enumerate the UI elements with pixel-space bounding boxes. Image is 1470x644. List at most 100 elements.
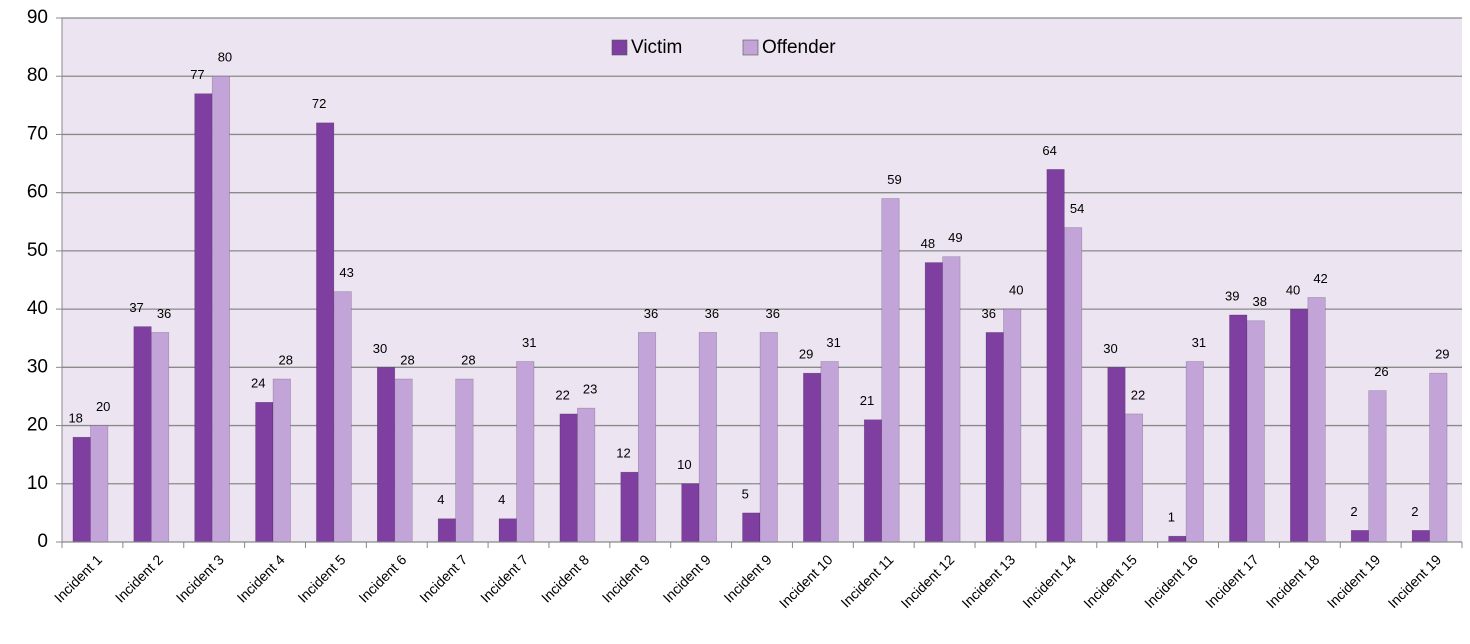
value-label: 40 — [1286, 283, 1300, 298]
value-label: 36 — [981, 306, 995, 321]
value-label: 48 — [921, 236, 935, 251]
x-tick-label: Incident 9 — [660, 551, 714, 605]
value-label: 64 — [1042, 143, 1056, 158]
bar — [211, 75, 230, 543]
x-tick-label: Incident 10 — [776, 551, 836, 611]
y-tick-label: 30 — [27, 356, 48, 377]
value-label: 43 — [339, 265, 353, 280]
x-tick-label: Incident 8 — [538, 551, 592, 605]
bar — [437, 518, 456, 543]
x-tick-label: Incident 9 — [720, 551, 774, 605]
bar — [742, 512, 761, 543]
bar — [1429, 372, 1448, 543]
value-label: 28 — [279, 352, 293, 367]
value-label: 36 — [644, 306, 658, 321]
x-tick-label: Incident 11 — [837, 551, 896, 610]
bar — [1046, 169, 1065, 543]
y-tick-label: 50 — [27, 240, 48, 261]
bar — [577, 407, 596, 543]
value-label: 31 — [1192, 335, 1206, 350]
y-tick-label: 60 — [27, 182, 48, 203]
legend-marker — [611, 39, 628, 56]
x-tick-label: Incident 3 — [173, 551, 227, 605]
bar — [1124, 413, 1144, 543]
legend-label: Offender — [762, 37, 836, 58]
value-label: 2 — [1411, 504, 1418, 519]
x-tick-label: Incident 1 — [51, 551, 105, 605]
bar — [820, 361, 839, 543]
value-label: 28 — [400, 352, 414, 367]
value-label: 30 — [373, 341, 387, 356]
y-tick-label: 80 — [27, 65, 48, 86]
value-label: 2 — [1350, 504, 1357, 519]
bar — [72, 436, 91, 543]
value-label: 59 — [887, 172, 901, 187]
bar — [272, 378, 291, 543]
bar — [133, 326, 152, 543]
x-tick-label: Incident 12 — [898, 551, 958, 611]
value-label: 28 — [461, 352, 475, 367]
bar — [803, 372, 822, 543]
value-label: 4 — [437, 492, 444, 507]
bar — [924, 262, 943, 543]
value-label: 31 — [522, 335, 536, 350]
bar — [498, 518, 517, 543]
bar — [559, 413, 578, 543]
bar — [1185, 361, 1204, 543]
bar — [455, 378, 474, 543]
bar — [759, 332, 778, 543]
bar — [698, 332, 717, 543]
bar — [881, 198, 900, 543]
value-label: 24 — [251, 376, 265, 391]
bar — [1290, 308, 1309, 543]
value-label: 18 — [68, 411, 82, 426]
value-label: 26 — [1374, 364, 1388, 379]
value-label: 30 — [1103, 341, 1117, 356]
bar — [1350, 530, 1369, 543]
value-label: 22 — [1131, 387, 1145, 402]
x-tick-label: Incident 5 — [294, 551, 348, 605]
value-label: 40 — [1009, 283, 1023, 298]
value-label: 1 — [1168, 510, 1175, 525]
x-tick-label: Incident 17 — [1202, 551, 1262, 611]
value-label: 37 — [129, 300, 143, 315]
bar — [1411, 530, 1430, 543]
x-tick-label: Incident 14 — [1019, 551, 1079, 611]
legend-marker — [742, 39, 759, 56]
value-label: 77 — [190, 67, 204, 82]
value-label: 29 — [1435, 347, 1449, 362]
x-tick-label: Incident 15 — [1080, 551, 1140, 611]
x-tick-label: Incident 13 — [958, 551, 1018, 611]
y-tick-label: 20 — [27, 415, 48, 436]
bar — [1307, 297, 1326, 543]
bar — [985, 332, 1004, 543]
y-tick-label: 90 — [27, 7, 48, 28]
bar — [151, 332, 170, 543]
bar — [1229, 314, 1248, 543]
x-tick-label: Incident 4 — [234, 551, 288, 605]
x-tick-label: Incident 18 — [1263, 551, 1323, 611]
bar — [620, 471, 639, 543]
value-label: 72 — [312, 96, 326, 111]
y-tick-label: 0 — [37, 531, 48, 552]
bar — [255, 401, 274, 543]
bar — [1246, 320, 1265, 543]
bar — [394, 378, 413, 543]
x-tick-label: Incident 2 — [112, 551, 166, 605]
x-tick-label: Incident 6 — [355, 551, 409, 605]
value-label: 39 — [1225, 288, 1239, 303]
bar — [1107, 367, 1126, 543]
bar — [1064, 227, 1083, 543]
y-tick-label: 40 — [27, 298, 48, 319]
legend-label: Victim — [631, 37, 682, 58]
x-tick-label: Incident 16 — [1141, 551, 1201, 611]
bar — [637, 332, 657, 543]
bar — [1168, 535, 1187, 543]
value-label: 36 — [157, 306, 171, 321]
value-label: 29 — [799, 347, 813, 362]
value-label: 21 — [860, 393, 874, 408]
bar — [863, 419, 883, 543]
y-tick-label: 10 — [27, 473, 48, 494]
x-tick-label: Incident 7 — [416, 551, 470, 605]
